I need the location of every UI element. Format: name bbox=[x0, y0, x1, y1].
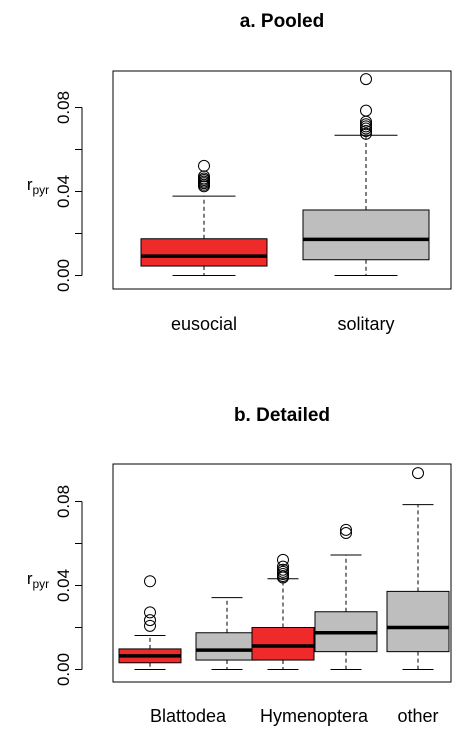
outlier-point bbox=[360, 127, 372, 140]
box-other bbox=[386, 467, 450, 670]
x-category-label: other bbox=[397, 706, 438, 726]
outlier-point bbox=[360, 118, 372, 131]
panel-a-plot-frame bbox=[112, 70, 452, 290]
iqr-box bbox=[302, 209, 430, 261]
outlier-point bbox=[144, 619, 156, 632]
outlier-point bbox=[360, 73, 372, 86]
panel-b-plot-frame bbox=[112, 463, 452, 683]
outlier-point bbox=[277, 560, 289, 573]
outlier-point bbox=[144, 614, 156, 627]
outlier-point bbox=[144, 606, 156, 619]
panel-a-y-axis-label: rpyr bbox=[27, 175, 49, 197]
x-category-label: eusocial bbox=[171, 314, 237, 334]
iqr-box bbox=[195, 632, 259, 661]
outlier-point bbox=[340, 527, 352, 539]
outlier-point bbox=[360, 125, 372, 138]
outlier-point bbox=[412, 467, 424, 480]
x-category-label: Blattodea bbox=[150, 706, 227, 726]
panel-a-title: a. Pooled bbox=[240, 11, 324, 32]
box-solitary bbox=[302, 73, 430, 276]
outlier-point bbox=[340, 523, 352, 536]
panel-b-y-axis-label: rpyr bbox=[27, 569, 49, 591]
outlier-point bbox=[277, 563, 289, 576]
y-tick-label: 0.04 bbox=[54, 175, 73, 208]
y-tick-label: 0.00 bbox=[54, 259, 73, 292]
panel-b-title: b. Detailed bbox=[234, 405, 330, 426]
iqr-box bbox=[251, 627, 315, 661]
x-category-label: solitary bbox=[337, 314, 394, 334]
outlier-point bbox=[144, 575, 156, 588]
box-eusocial bbox=[140, 159, 268, 276]
y-tick-label: 0.08 bbox=[54, 91, 73, 124]
outlier-point bbox=[360, 104, 372, 117]
outlier-point bbox=[198, 159, 210, 172]
y-tick-label: 0.04 bbox=[54, 569, 73, 602]
box-hymenoptera-solitary bbox=[314, 523, 378, 670]
x-category-label: Hymenoptera bbox=[260, 706, 369, 726]
outlier-point bbox=[277, 553, 289, 566]
iqr-box bbox=[386, 590, 450, 653]
box-hymenoptera-eusocial bbox=[251, 553, 315, 670]
y-tick-label: 0.00 bbox=[54, 653, 73, 686]
panel-detailed: b. Detailed rpyr 0.00 0.04 0.08 Blattodea Hy… bbox=[27, 405, 452, 726]
iqr-box bbox=[140, 238, 268, 267]
box-blattodea-eusocial bbox=[118, 575, 182, 670]
y-tick-label: 0.08 bbox=[54, 485, 73, 518]
box-blattodea-solitary bbox=[195, 597, 259, 670]
panel-pooled: a. Pooled rpyr 0.00 0.04 0.08 eusocial solit… bbox=[27, 11, 452, 334]
